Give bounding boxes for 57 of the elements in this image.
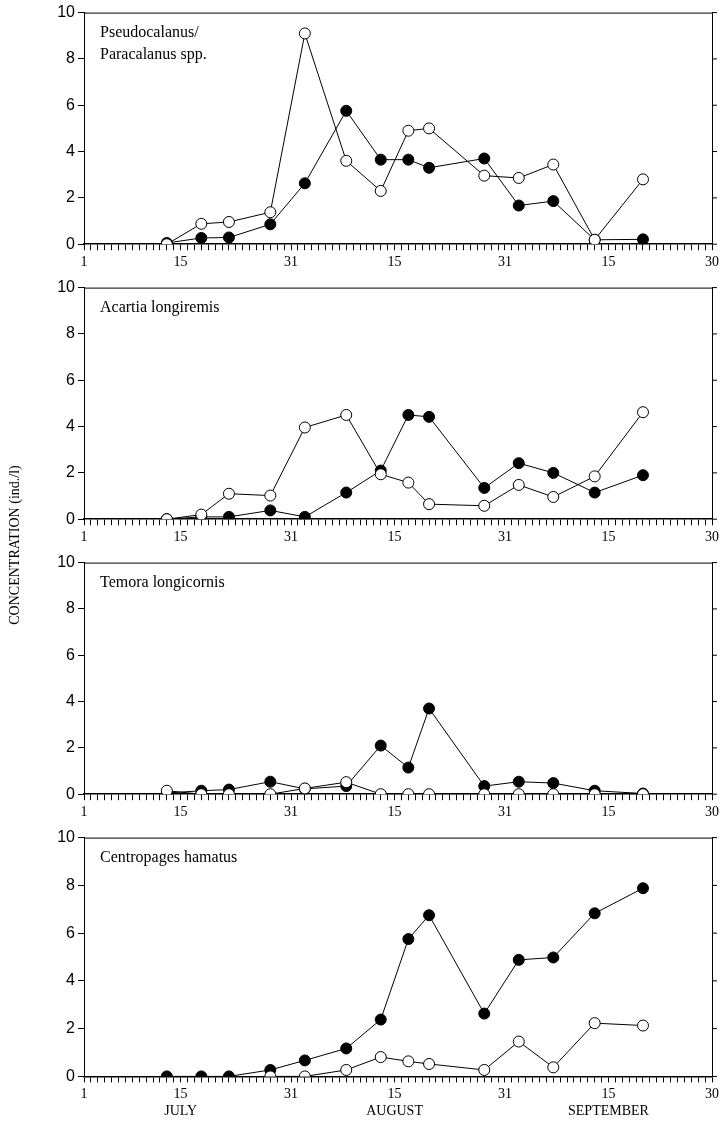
x-tick-label: 31: [284, 1086, 299, 1102]
y-tick-label: 0: [66, 234, 76, 252]
x-tick-label: 31: [497, 804, 512, 820]
y-tick-label: 6: [66, 645, 76, 663]
y-tick-label: 6: [66, 95, 76, 113]
x-tick-label: 15: [601, 804, 616, 820]
x-tick-label: 31: [284, 254, 299, 270]
x-tick-label: 31: [284, 804, 299, 820]
y-tick-label: 8: [66, 599, 76, 617]
x-tick-label: 31: [497, 1086, 512, 1102]
y-tick-label: 2: [66, 738, 76, 756]
text: Pseudocalanus/ Paracalanus spp.: [100, 22, 207, 63]
y-tick-label: 2: [66, 463, 76, 481]
x-tick-label: 15: [601, 529, 616, 545]
y-tick-label: 10: [57, 278, 76, 296]
x-tick-label: 15: [387, 804, 402, 820]
x-tick-label: 15: [173, 254, 188, 270]
x-tick-label: 30: [705, 529, 719, 545]
y-tick-label: 8: [66, 875, 76, 893]
x-tick-label: 31: [284, 529, 299, 545]
x-tick-label: 1: [80, 529, 88, 545]
y-axis-title: CONCENTRATION (ind./l): [7, 465, 23, 625]
x-tick-label: 30: [705, 254, 719, 270]
y-tick-label: 8: [66, 49, 76, 67]
y-tick-label: 0: [66, 509, 76, 527]
text: Centropages hamatus: [100, 847, 238, 866]
y-tick-label: 2: [66, 1019, 76, 1037]
y-tick-label: 6: [66, 923, 76, 941]
x-tick-label: 15: [173, 804, 188, 820]
y-tick-label: 10: [57, 553, 76, 571]
x-tick-label: 15 SEPTEMBER: [568, 1086, 650, 1119]
x-tick-label: 31: [497, 254, 512, 270]
y-tick-label: 4: [66, 141, 76, 159]
x-tick-label: 15: [601, 254, 616, 270]
x-tick-label: 31: [497, 529, 512, 545]
x-tick-label: 15 AUGUST: [366, 1086, 424, 1119]
x-tick-label: 1: [80, 254, 88, 270]
y-tick-label: 4: [66, 971, 76, 989]
x-tick-label: 30: [705, 804, 719, 820]
x-tick-label: 1: [80, 804, 88, 820]
x-tick-label: 30: [705, 1086, 719, 1102]
text: Acartia longiremis: [100, 297, 220, 316]
x-tick-label: 15: [173, 529, 188, 545]
y-tick-label: 8: [66, 324, 76, 342]
text: Temora longicornis: [100, 572, 225, 591]
y-tick-label: 0: [66, 784, 76, 802]
y-tick-label: 10: [57, 828, 76, 846]
y-tick-label: 4: [66, 691, 76, 709]
y-tick-label: 2: [66, 188, 76, 206]
x-tick-label: 15: [387, 529, 402, 545]
x-tick-label: 15: [387, 254, 402, 270]
y-tick-label: 4: [66, 416, 76, 434]
x-tick-label: 15 JULY: [164, 1086, 198, 1119]
y-tick-label: 10: [57, 3, 76, 21]
y-tick-label: 0: [66, 1066, 76, 1084]
x-tick-label: 1: [80, 1086, 88, 1102]
y-tick-label: 6: [66, 370, 76, 388]
